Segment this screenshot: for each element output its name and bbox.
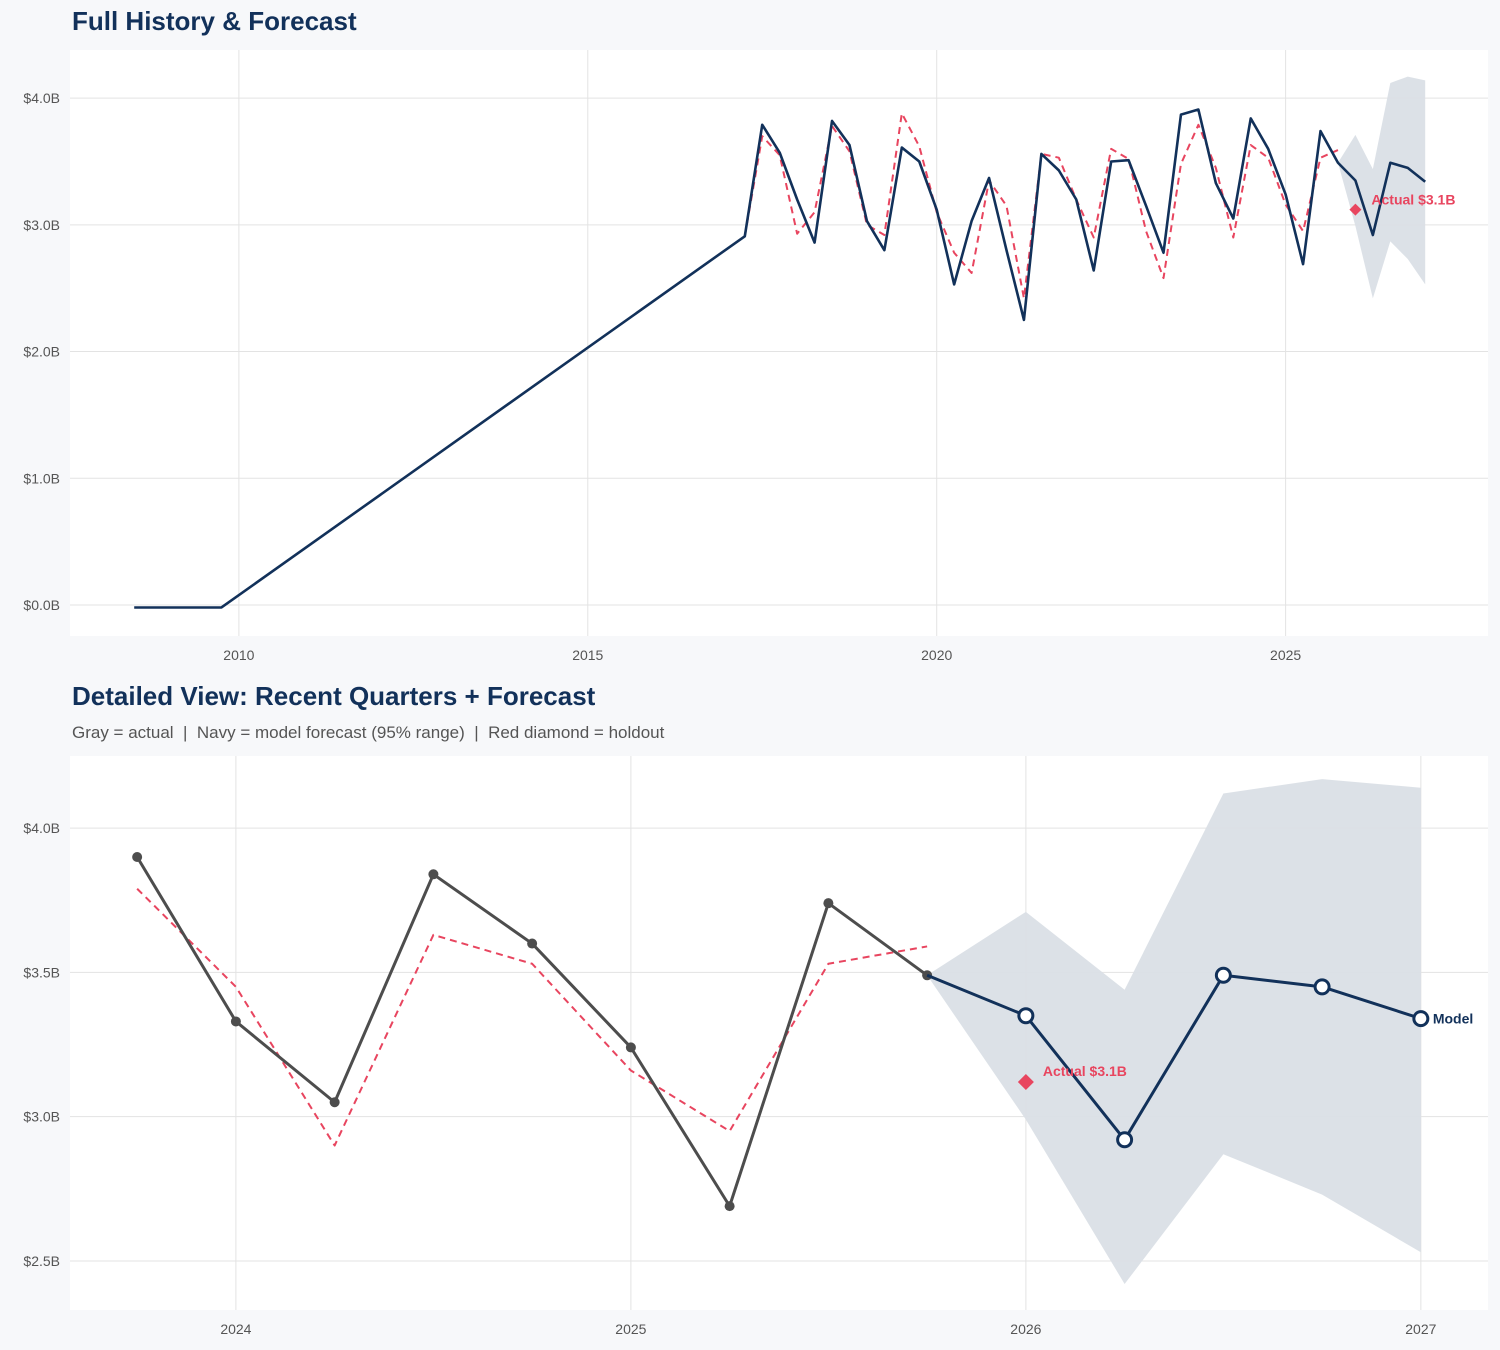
top-chart: 2010 2015 2020 2025 $0.0B $1.0B $2.0B $3.0B $4.0… [23,50,1488,663]
y-tick-label: $3.0B [23,217,60,233]
actual-point [527,938,538,949]
y-tick-label: $1.0B [23,470,60,486]
forecast-point [1313,978,1331,996]
forecast-line [926,973,1422,1142]
forecast-point [1214,966,1232,984]
actual-point [230,1016,241,1027]
bottom-chart-subtitle: Gray = actual | Navy = model forecast (9… [72,723,665,742]
y-tick-label: $3.5B [23,964,60,980]
x-tick-label: 2024 [220,1321,251,1337]
y-tick-label: $0.0B [23,597,60,613]
forecast-point [1017,1007,1035,1025]
bottom-chart-title: Detailed View: Recent Quarters + Forecas… [72,681,596,711]
y-tick-label: $3.0B [23,1109,60,1125]
actual-point [329,1097,340,1108]
actual-point [428,869,439,880]
actual-point [132,851,143,862]
top-chart-title: Full History & Forecast [72,6,357,36]
x-tick-label: 2025 [615,1321,646,1337]
forecast-interval-band [927,779,1421,1285]
y-tick-label: $4.0B [23,90,60,106]
fitted-line [136,888,928,1147]
bottom-chart: 2024 2025 2026 2027 $2.5B $3.0B $3.5B $4.0B Mode… [23,756,1488,1337]
x-tick-label: 2020 [921,647,952,663]
y-tick-label: $4.0B [23,820,60,836]
actual-point [724,1201,735,1212]
y-tick-label: $2.0B [23,344,60,360]
x-tick-label: 2010 [223,647,254,663]
holdout-label: Actual $3.1B [1043,1063,1127,1079]
holdout-label: Actual $3.1B [1371,192,1455,208]
forecast-point [1116,1131,1134,1149]
plot-area [70,50,1488,636]
holdout-diamond [1017,1074,1034,1091]
x-tick-label: 2015 [572,647,603,663]
actual_and_forecast-line [134,108,1427,609]
y-tick-label: $2.5B [23,1253,60,1269]
series-label: Model [1433,1011,1473,1027]
x-tick-label: 2027 [1405,1321,1436,1337]
actual-point [823,898,834,909]
forecast-point [1412,1010,1430,1028]
holdout-diamond [1349,203,1362,216]
x-tick-label: 2025 [1270,647,1301,663]
x-tick-label: 2026 [1010,1321,1041,1337]
actual-point [625,1042,636,1053]
forecast-interval-band [1337,76,1426,299]
